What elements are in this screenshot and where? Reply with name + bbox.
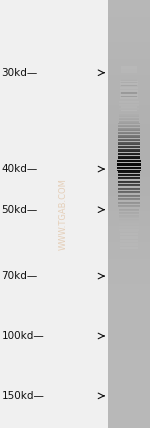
Text: 50kd—: 50kd— [2, 205, 38, 215]
Text: 150kd—: 150kd— [2, 391, 44, 401]
Text: 100kd—: 100kd— [2, 331, 44, 341]
Text: 70kd—: 70kd— [2, 271, 38, 281]
Text: 40kd—: 40kd— [2, 164, 38, 174]
Text: WWW.TGAB.COM: WWW.TGAB.COM [58, 178, 68, 250]
Text: 30kd—: 30kd— [2, 68, 38, 78]
